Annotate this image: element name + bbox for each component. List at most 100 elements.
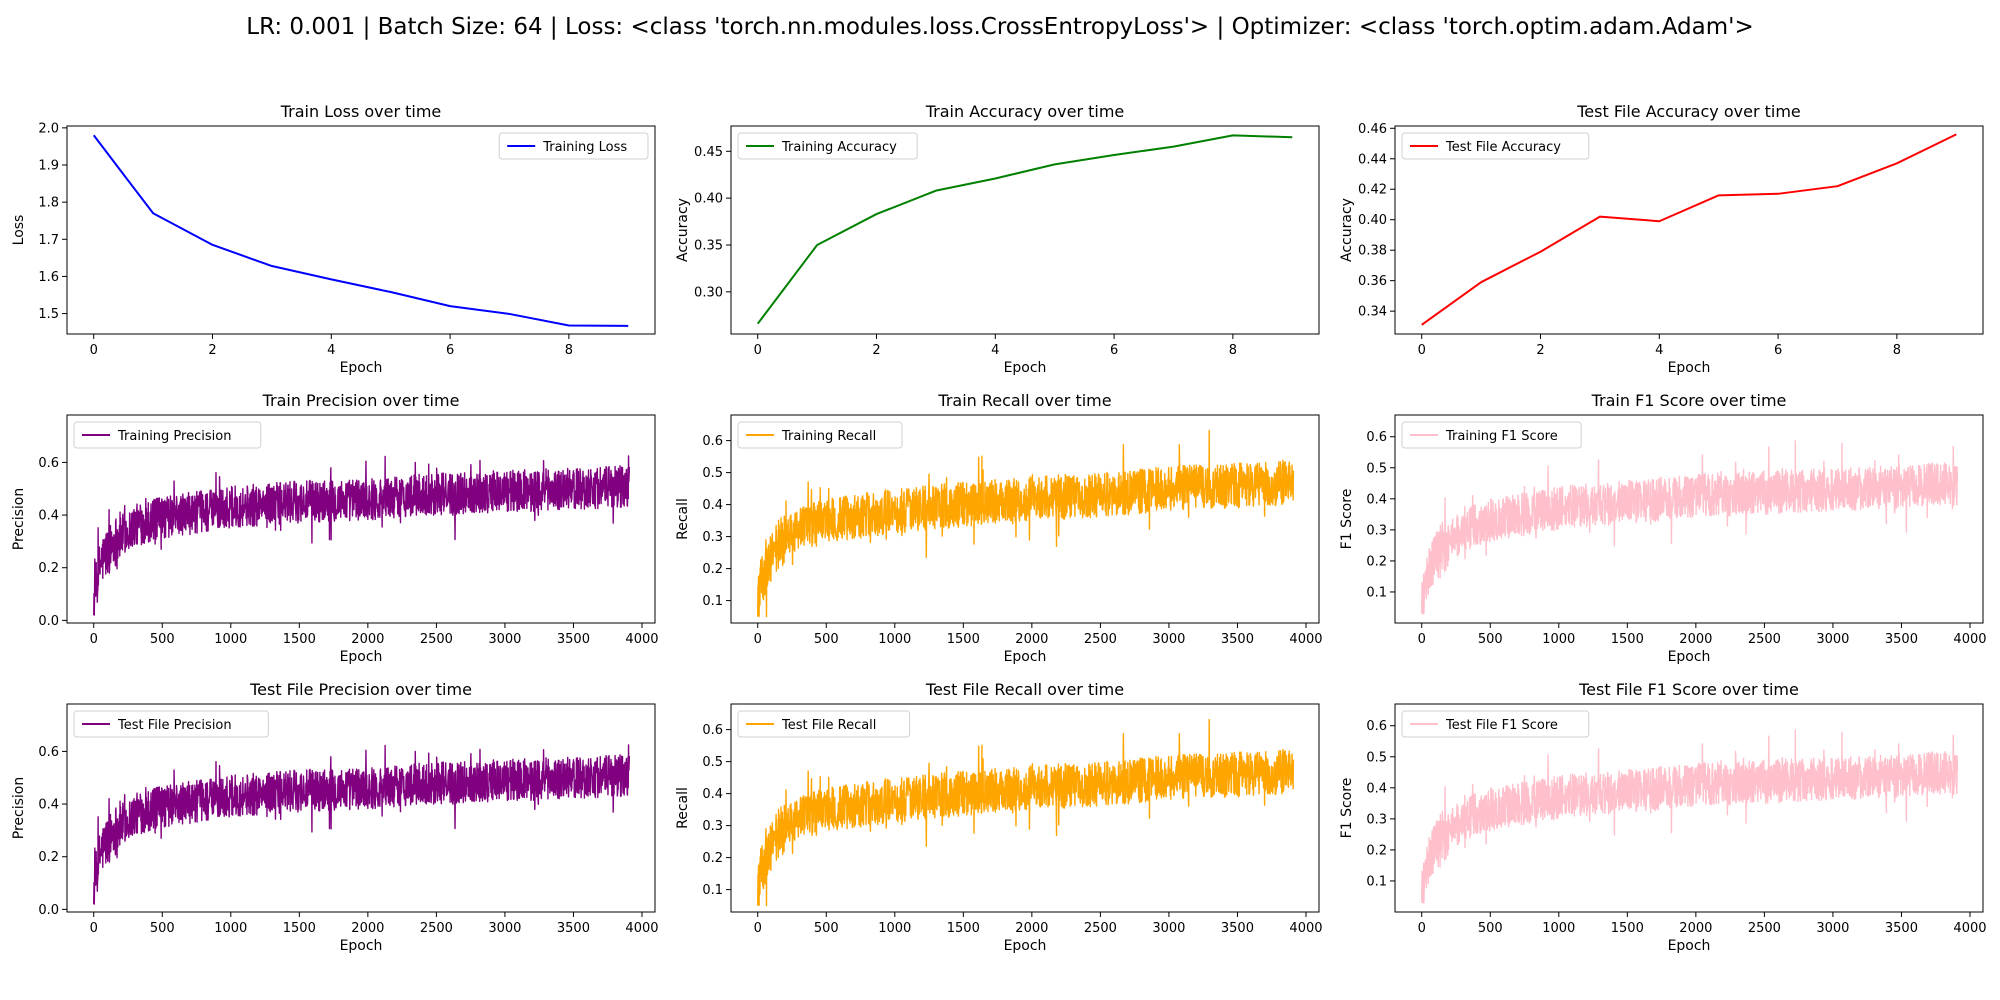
subplot-title: Test File F1 Score over time — [1578, 680, 1799, 699]
x-tick-label: 500 — [814, 921, 839, 936]
x-axis-label: Epoch — [1668, 649, 1711, 665]
x-tick-label: 4000 — [1953, 921, 1986, 936]
y-axis-label: Recall — [675, 498, 691, 540]
y-tick-label: 0.1 — [702, 594, 723, 609]
y-tick-label: 0.45 — [694, 145, 723, 160]
x-tick-label: 8 — [1893, 343, 1901, 358]
legend-label: Training F1 Score — [1445, 429, 1558, 444]
y-tick-label: 0.2 — [38, 850, 59, 865]
legend: Training Precision — [73, 421, 262, 449]
x-tick-label: 0 — [90, 632, 98, 647]
y-tick-label: 0.46 — [1358, 122, 1387, 137]
x-tick-label: 2000 — [1015, 921, 1048, 936]
legend-label: Training Recall — [781, 429, 876, 444]
legend: Test File Accuracy — [1401, 132, 1590, 160]
y-tick-label: 0.4 — [38, 509, 59, 524]
x-tick-label: 6 — [446, 343, 454, 358]
x-tick-label: 0 — [90, 921, 98, 936]
x-tick-label: 3500 — [1885, 921, 1918, 936]
y-tick-label: 1.6 — [38, 270, 59, 285]
legend-box — [737, 710, 911, 738]
x-tick-label: 1500 — [283, 921, 316, 936]
subplot-title: Train Accuracy over time — [925, 102, 1125, 121]
subplot-3: 0 2 4 6 8 0.34 0.36 0.38 0.40 0.42 0.44 0.46 Test Fi… — [1339, 102, 1984, 376]
legend-box — [737, 421, 903, 449]
x-tick-label: 0 — [1418, 632, 1426, 647]
legend-label: Training Precision — [117, 429, 231, 444]
x-tick-label: 4000 — [625, 632, 658, 647]
y-tick-label: 0.6 — [1366, 719, 1387, 734]
series-line-1 — [93, 455, 631, 616]
series-line-1 — [93, 744, 631, 905]
x-axis-label: Epoch — [340, 360, 383, 376]
x-tick-label: 2500 — [420, 921, 453, 936]
x-tick-label: 1500 — [283, 632, 316, 647]
y-tick-label: 0.0 — [38, 903, 59, 918]
x-tick-label: 0 — [754, 343, 762, 358]
y-tick-label: 1.8 — [38, 196, 59, 211]
y-tick-label: 0.5 — [1366, 750, 1387, 765]
y-tick-label: 0.6 — [702, 723, 723, 738]
legend-box — [1401, 421, 1582, 449]
legend-box — [737, 132, 918, 160]
y-tick-label: 0.3 — [702, 819, 723, 834]
x-tick-label: 1500 — [947, 921, 980, 936]
legend-box — [1401, 710, 1590, 738]
x-tick-label: 500 — [150, 921, 175, 936]
x-tick-label: 3500 — [1221, 632, 1254, 647]
x-tick-label: 4 — [327, 343, 335, 358]
y-tick-label: 1.9 — [38, 159, 59, 174]
y-axis-label: Loss — [11, 215, 27, 246]
x-tick-label: 4 — [1655, 343, 1663, 358]
x-tick-label: 2 — [208, 343, 216, 358]
y-tick-label: 0.38 — [1358, 244, 1387, 259]
y-tick-label: 0.1 — [1366, 585, 1387, 600]
x-tick-label: 1500 — [1611, 632, 1644, 647]
legend: Training Recall — [737, 421, 903, 449]
x-tick-label: 3000 — [1816, 632, 1849, 647]
y-tick-label: 0.2 — [702, 851, 723, 866]
axes-frame — [730, 414, 1320, 624]
series-line-1 — [1421, 729, 1959, 904]
axes-frame — [1394, 125, 1984, 335]
y-tick-label: 0.40 — [1358, 213, 1387, 228]
x-tick-label: 4000 — [1289, 632, 1322, 647]
x-tick-label: 3500 — [1221, 921, 1254, 936]
y-axis-label: F1 Score — [1339, 778, 1355, 839]
x-tick-label: 0 — [1418, 343, 1426, 358]
legend-label: Training Accuracy — [781, 140, 897, 155]
y-tick-label: 0.4 — [1366, 781, 1387, 796]
y-tick-label: 0.4 — [1366, 492, 1387, 507]
x-tick-label: 2 — [872, 343, 880, 358]
y-tick-label: 0.1 — [1366, 874, 1387, 889]
x-axis-label: Epoch — [1668, 938, 1711, 954]
legend-box — [1401, 132, 1590, 160]
x-axis-label: Epoch — [340, 938, 383, 954]
y-tick-label: 0.5 — [1366, 461, 1387, 476]
x-tick-label: 0 — [754, 921, 762, 936]
x-tick-label: 2000 — [1015, 632, 1048, 647]
x-tick-label: 8 — [1229, 343, 1237, 358]
y-tick-label: 0.35 — [694, 238, 723, 253]
x-tick-label: 0 — [1418, 921, 1426, 936]
series-line-1 — [756, 134, 1293, 325]
subplot-9: 0 500 1000 1500 2000 2500 3000 3500 4000 0.1 0.2 0.… — [1339, 680, 1987, 954]
y-tick-label: 0.5 — [702, 755, 723, 770]
x-axis-label: Epoch — [1004, 360, 1047, 376]
legend: Training Accuracy — [737, 132, 918, 160]
y-axis-label: Accuracy — [675, 198, 691, 262]
y-tick-label: 0.2 — [702, 562, 723, 577]
x-tick-label: 2000 — [1679, 921, 1712, 936]
series-line-1 — [1421, 440, 1959, 615]
legend: Test File Recall — [737, 710, 911, 738]
legend-box — [73, 710, 269, 738]
x-tick-label: 2000 — [351, 921, 384, 936]
y-tick-label: 0.34 — [1358, 305, 1387, 320]
axes-frame — [1394, 414, 1984, 624]
x-tick-label: 3000 — [1152, 921, 1185, 936]
subplot-2: 0 2 4 6 8 0.30 0.35 0.40 0.45 Train Accuracy over… — [675, 102, 1320, 376]
y-axis-label: Accuracy — [1339, 198, 1355, 262]
legend-label: Test File Recall — [781, 718, 876, 733]
subplot-7: 0 500 1000 1500 2000 2500 3000 3500 4000 0.0 0.2 0.… — [11, 680, 659, 954]
series-line-1 — [757, 429, 1295, 618]
